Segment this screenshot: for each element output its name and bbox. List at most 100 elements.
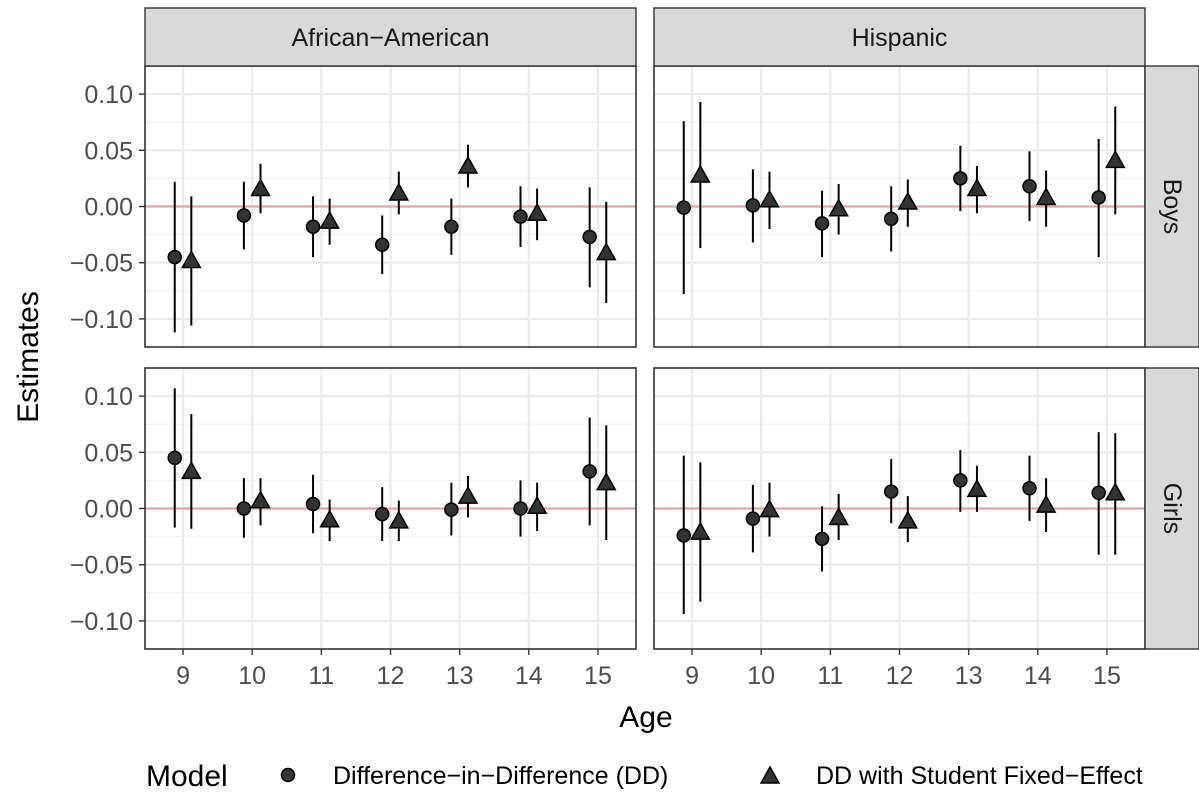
y-tick-label: 0.05 bbox=[84, 439, 133, 467]
strip-bg bbox=[653, 7, 1146, 67]
dd-fe-point bbox=[1035, 186, 1057, 206]
dd-fe-point bbox=[897, 191, 919, 210]
dd-point bbox=[374, 506, 390, 522]
dd-fe-point bbox=[319, 210, 340, 229]
strip-girls: Girls bbox=[1144, 367, 1199, 650]
dd-point bbox=[444, 219, 459, 234]
dd-point bbox=[814, 216, 830, 231]
legend-title: Model bbox=[146, 760, 228, 793]
x-axis-title: Age bbox=[619, 701, 672, 734]
dd-fe-point bbox=[759, 189, 780, 208]
dd-fe-point bbox=[690, 164, 711, 183]
dd-point bbox=[1091, 190, 1106, 205]
dd-fe-point bbox=[595, 472, 617, 491]
y-tick-label: −0.05 bbox=[70, 552, 133, 580]
dd-fe-point bbox=[250, 177, 271, 197]
x-tick-label: 9 bbox=[685, 662, 699, 690]
dd-point bbox=[953, 473, 968, 488]
dd-fe-point bbox=[966, 478, 988, 498]
dd-point bbox=[883, 211, 899, 227]
strip-african-american: African−American bbox=[144, 7, 637, 67]
dd-fe-point bbox=[526, 202, 548, 221]
dd-point bbox=[745, 511, 761, 526]
dd-fe-point bbox=[690, 521, 711, 540]
dd-point bbox=[676, 528, 691, 543]
panels-layer bbox=[144, 65, 1146, 650]
legend-circle-key bbox=[280, 767, 296, 783]
dd-fe-point bbox=[759, 499, 780, 518]
dd-point bbox=[513, 501, 528, 516]
panel-african-american-boys bbox=[144, 65, 637, 348]
x-tick-label: 11 bbox=[817, 662, 843, 690]
dd-point bbox=[582, 464, 597, 479]
x-tick-label: 15 bbox=[584, 662, 612, 690]
dd-point bbox=[236, 501, 252, 516]
dd-fe-point bbox=[595, 242, 617, 261]
strip-label: Boys bbox=[1158, 179, 1186, 235]
dd-point bbox=[305, 219, 321, 234]
x-axis-layer: 9 10 11 12 13 14 15 9 10 11 12 13 14 15 bbox=[176, 649, 1121, 690]
strip-label: Girls bbox=[1158, 483, 1186, 534]
y-tick-label: 0.10 bbox=[84, 383, 133, 411]
x-tick-label: 12 bbox=[377, 662, 405, 690]
y-tick-label: −0.10 bbox=[70, 608, 133, 636]
x-tick-label: 15 bbox=[1093, 662, 1121, 690]
dd-fe-point bbox=[526, 495, 548, 515]
y-tick-label: 0.10 bbox=[84, 81, 133, 109]
x-tick-label: 11 bbox=[308, 662, 334, 690]
dd-point bbox=[953, 171, 968, 186]
strip-bg bbox=[144, 7, 637, 67]
x-tick-label: 10 bbox=[747, 662, 775, 690]
strip-bg bbox=[1144, 65, 1199, 348]
dd-fe-point bbox=[388, 510, 410, 529]
dd-fe-point bbox=[250, 490, 271, 509]
dd-fe-point bbox=[828, 506, 849, 526]
dd-point bbox=[513, 209, 528, 224]
dd-point bbox=[814, 531, 830, 547]
y-axis-layer: −0.10 −0.05 0.00 0.05 0.10 −0.10 −0.05 0.00 0.05… bbox=[70, 81, 145, 636]
dd-point bbox=[236, 208, 252, 223]
dd-point bbox=[167, 249, 182, 265]
y-tick-label: 0.05 bbox=[84, 137, 133, 165]
legend: Model Difference−in−Difference (DD) DD w… bbox=[146, 760, 1143, 793]
strip-label: African−American bbox=[292, 24, 490, 52]
dd-fe-point bbox=[1104, 482, 1126, 501]
dd-point bbox=[883, 484, 899, 499]
legend-label-dd-fe: DD with Student Fixed−Effect bbox=[816, 762, 1143, 790]
dd-point bbox=[167, 450, 182, 466]
dd-point bbox=[1091, 485, 1106, 501]
x-tick-label: 10 bbox=[238, 662, 266, 690]
panel-african-american-girls bbox=[144, 367, 637, 650]
y-tick-label: −0.05 bbox=[70, 250, 133, 278]
dd-point bbox=[1022, 481, 1037, 496]
strip-hispanic: Hispanic bbox=[653, 7, 1146, 67]
dd-point bbox=[305, 496, 321, 512]
dd-point bbox=[1022, 179, 1037, 194]
dd-point bbox=[582, 229, 597, 245]
dd-fe-point bbox=[897, 510, 919, 529]
x-tick-label: 14 bbox=[515, 662, 543, 690]
dd-point bbox=[444, 502, 459, 517]
legend-label-dd: Difference−in−Difference (DD) bbox=[333, 762, 668, 790]
strip-label: Hispanic bbox=[852, 24, 948, 52]
dd-point bbox=[374, 237, 390, 252]
y-axis-title: Estimates bbox=[12, 291, 45, 423]
dd-point bbox=[745, 198, 761, 213]
dd-fe-point bbox=[828, 198, 849, 217]
dd-fe-point bbox=[457, 155, 479, 174]
x-tick-label: 14 bbox=[1024, 662, 1052, 690]
y-tick-label: 0.00 bbox=[84, 496, 133, 524]
dd-fe-point bbox=[966, 177, 988, 197]
strip-boys: Boys bbox=[1144, 65, 1199, 348]
x-tick-label: 13 bbox=[446, 662, 474, 690]
strips-layer: African−American Hispanic Boys Girls bbox=[144, 7, 1199, 650]
panel-hispanic-boys bbox=[653, 65, 1146, 348]
dd-point bbox=[676, 200, 691, 215]
legend-triangle-key bbox=[759, 765, 781, 784]
y-tick-label: 0.00 bbox=[84, 194, 133, 222]
x-tick-label: 13 bbox=[955, 662, 983, 690]
dd-fe-point bbox=[319, 509, 340, 528]
dd-fe-point bbox=[1104, 149, 1126, 169]
x-tick-label: 9 bbox=[176, 662, 190, 690]
